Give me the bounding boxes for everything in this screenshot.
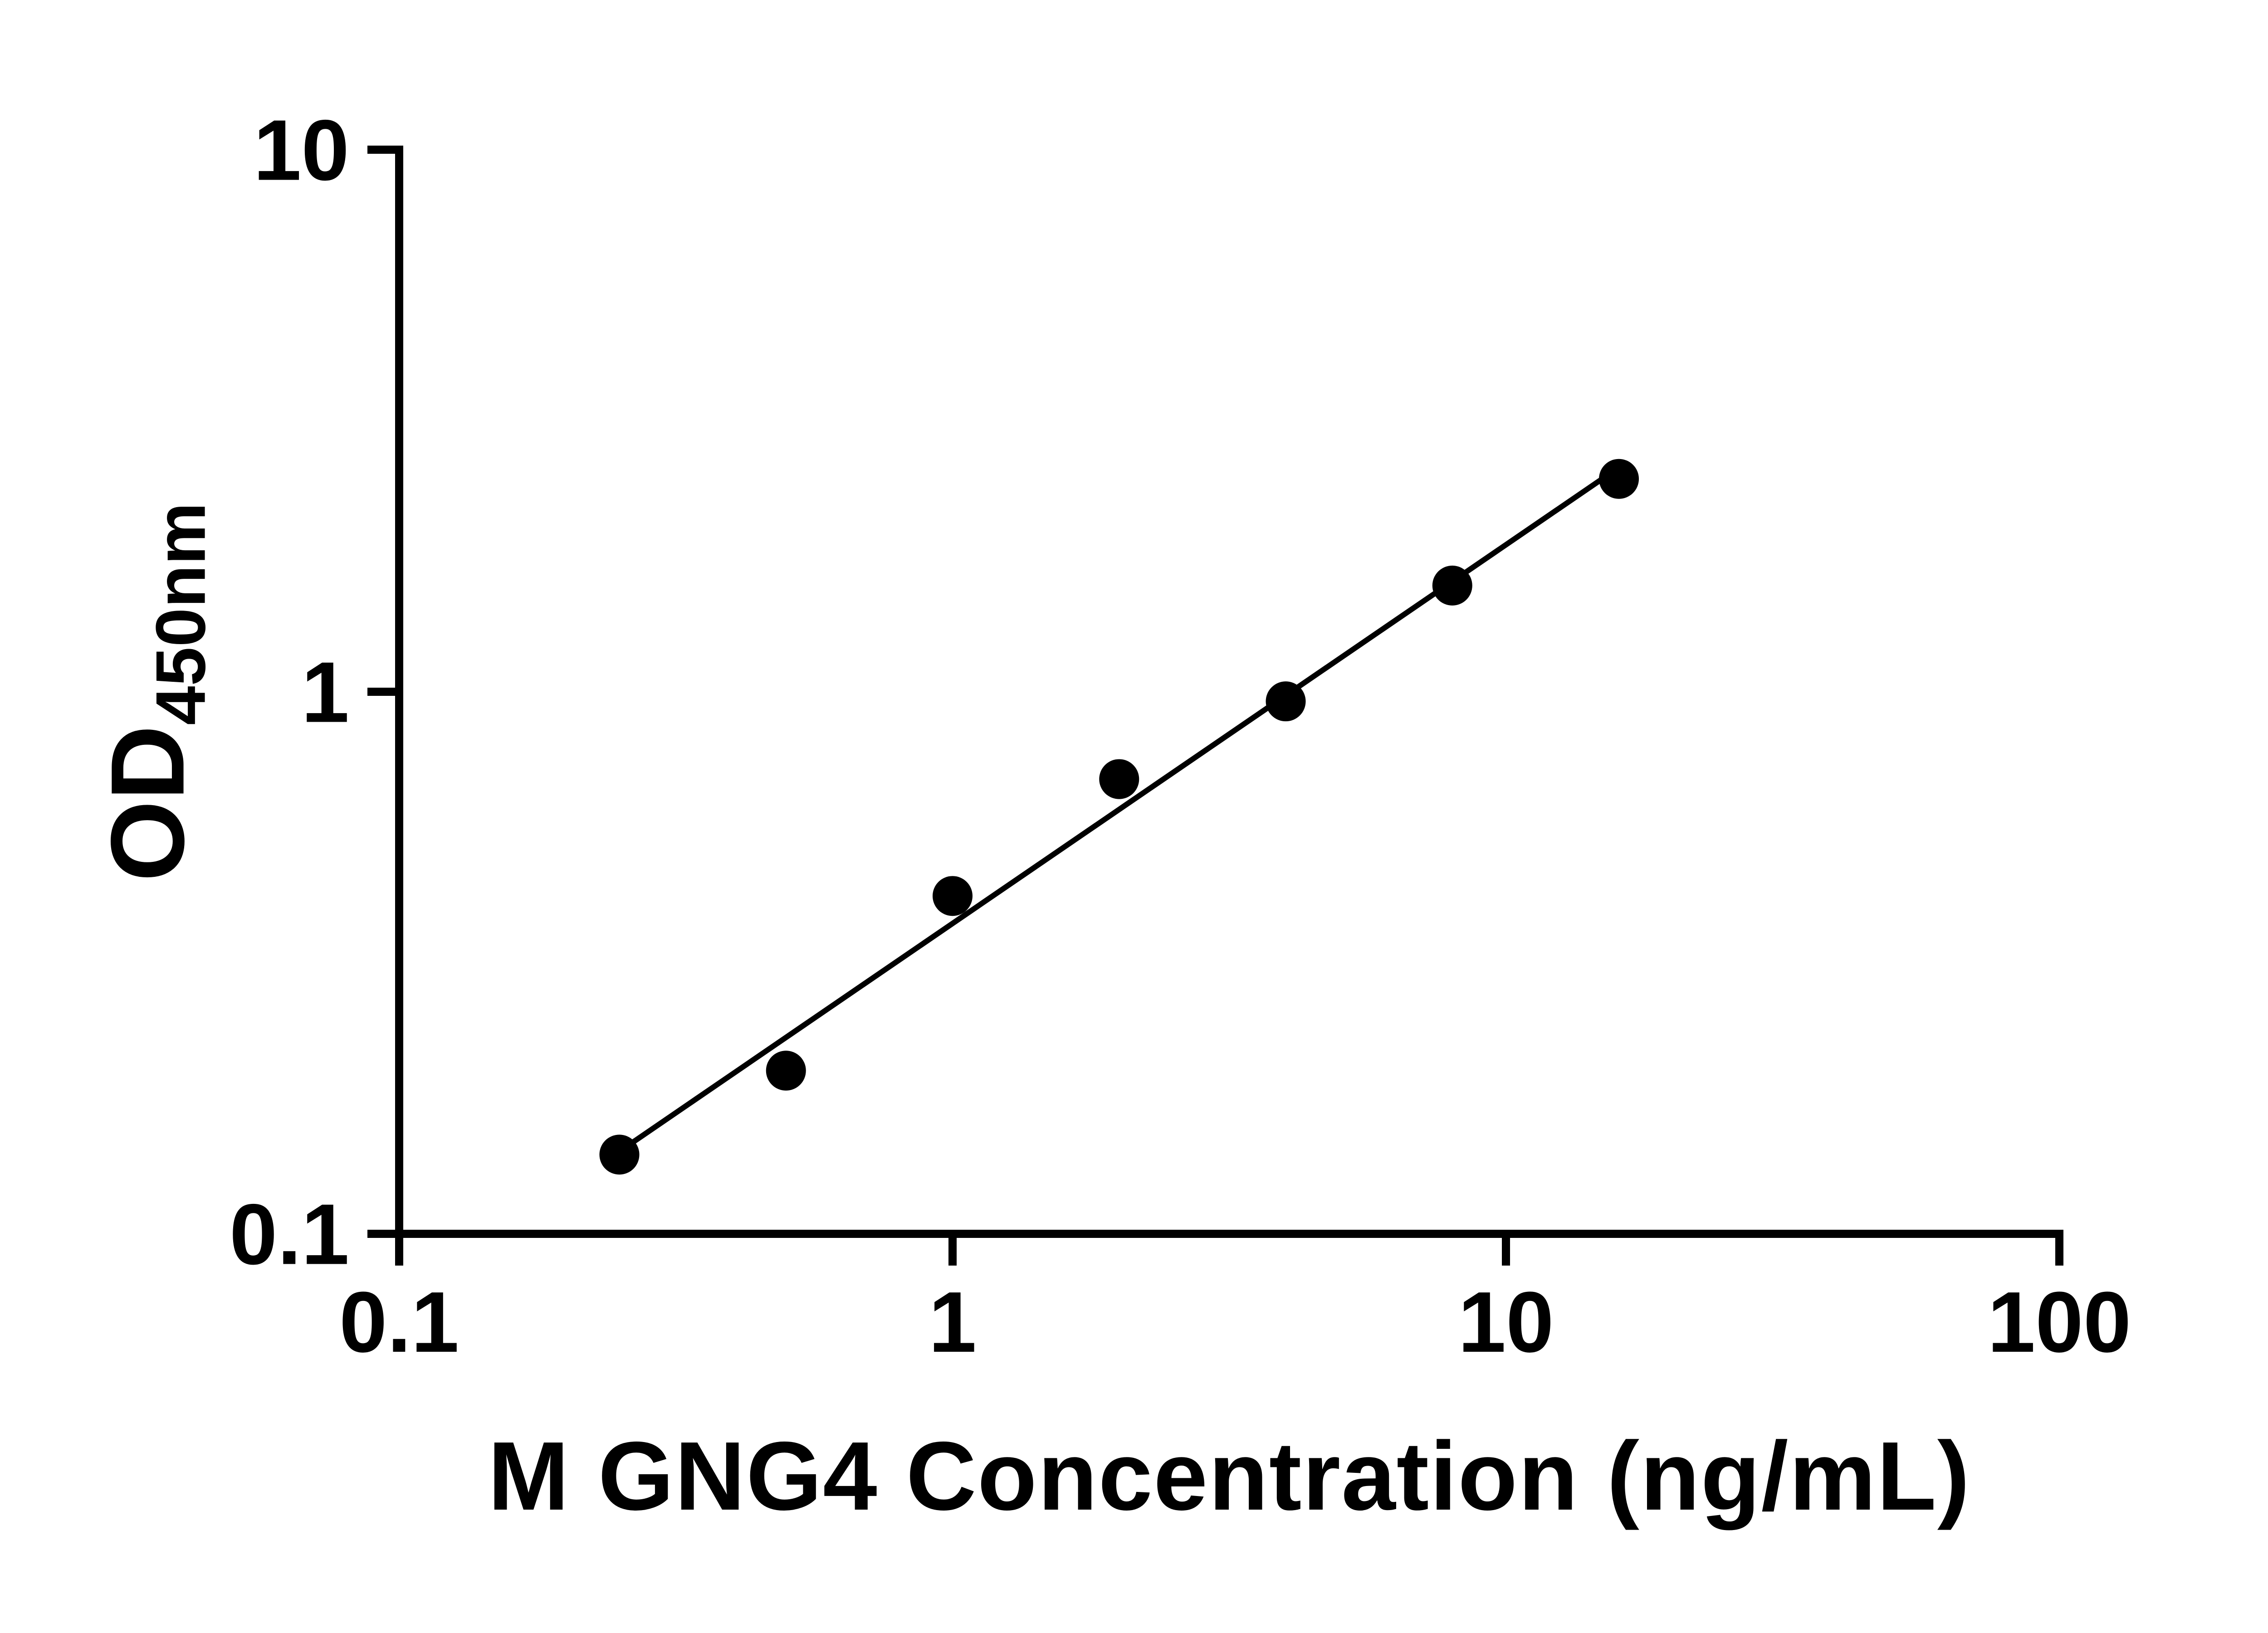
data-point bbox=[1099, 759, 1139, 799]
data-point bbox=[1266, 681, 1306, 722]
data-point bbox=[1599, 459, 1639, 499]
y-axis-title: OD450nm bbox=[88, 502, 221, 881]
x-tick-label: 100 bbox=[1987, 1274, 2131, 1370]
x-tick-label: 10 bbox=[1458, 1274, 1554, 1370]
y-tick-label: 0.1 bbox=[230, 1187, 349, 1283]
y-tick-label: 1 bbox=[301, 645, 349, 741]
x-tick-label: 1 bbox=[929, 1274, 977, 1370]
x-axis-title: M GNG4 Concentration (ng/mL) bbox=[488, 1421, 1971, 1530]
data-point bbox=[933, 876, 973, 916]
y-tick-label: 10 bbox=[254, 103, 349, 199]
trend-line bbox=[618, 465, 1621, 1154]
y-axis-title-main: OD bbox=[89, 725, 206, 882]
data-point bbox=[1432, 565, 1472, 606]
data-point bbox=[766, 1051, 806, 1091]
y-axis-title-wrap: OD450nm bbox=[50, 0, 259, 1384]
x-tick-label: 0.1 bbox=[339, 1274, 459, 1370]
data-point bbox=[599, 1134, 640, 1175]
y-axis-title-subscript: 450nm bbox=[141, 502, 220, 725]
